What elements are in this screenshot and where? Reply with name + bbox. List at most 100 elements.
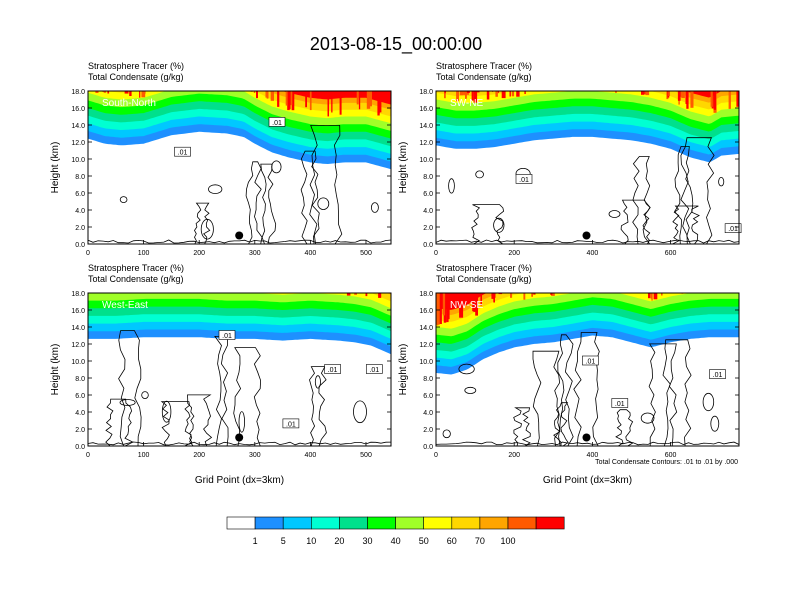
y-tick-label: 10.0 bbox=[419, 157, 433, 164]
x-tick-label: 0 bbox=[86, 250, 90, 257]
x-tick-label: 300 bbox=[249, 250, 261, 257]
tracer-streak bbox=[107, 91, 110, 94]
tracer-streak bbox=[516, 91, 520, 97]
tracer-streak bbox=[459, 293, 464, 318]
tracer-streak bbox=[365, 293, 368, 297]
tracer-streak bbox=[511, 91, 515, 97]
y-tick-label: 10.0 bbox=[71, 359, 85, 366]
tracer-streak bbox=[710, 91, 713, 107]
y-tick-label: 8.0 bbox=[75, 174, 85, 181]
x-tick-label: 0 bbox=[434, 250, 438, 257]
y-tick-label: 14.0 bbox=[419, 123, 433, 130]
contour-line bbox=[471, 204, 505, 244]
y-tick-label: 14.0 bbox=[71, 123, 85, 130]
y-tick-label: 12.0 bbox=[419, 140, 433, 147]
x-tick-label: 400 bbox=[587, 452, 599, 459]
contour-label: .01 bbox=[728, 226, 738, 233]
contour-label-box bbox=[282, 418, 300, 429]
tracer-streak bbox=[510, 293, 513, 298]
contour-cell bbox=[702, 392, 715, 412]
marker-dot bbox=[582, 433, 591, 442]
tracer-streak bbox=[523, 293, 526, 300]
y-axis-label: Height (km) bbox=[50, 344, 61, 396]
y-tick-label: 8.0 bbox=[75, 376, 85, 383]
contour-cell bbox=[141, 391, 149, 400]
tracer-streak bbox=[463, 91, 467, 95]
colorbar-label: 20 bbox=[334, 536, 344, 546]
tracer-streak bbox=[472, 293, 475, 312]
tracer-streak bbox=[713, 91, 717, 110]
y-tick-label: 12.0 bbox=[71, 342, 85, 349]
x-tick-label: 200 bbox=[508, 250, 520, 257]
condensate-contours bbox=[442, 332, 720, 446]
terrain-line bbox=[88, 239, 391, 244]
y-tick-label: 18.0 bbox=[419, 291, 433, 298]
contour-line bbox=[615, 409, 634, 446]
contour-label: .01 bbox=[519, 177, 529, 184]
subtitle-tracer: Stratosphere Tracer (%) bbox=[88, 263, 184, 273]
tracer-streak bbox=[475, 293, 478, 316]
contour-line bbox=[105, 398, 134, 446]
y-tick-label: 4.0 bbox=[75, 410, 85, 417]
tracer-streak bbox=[144, 91, 146, 94]
y-tick-label: 0.0 bbox=[75, 242, 85, 249]
tracer-streak bbox=[491, 293, 495, 299]
contour-cell bbox=[458, 363, 475, 375]
tracer-streak bbox=[641, 91, 645, 95]
contour-label-box bbox=[611, 398, 629, 408]
tracer-band-top bbox=[436, 293, 739, 310]
tracer-streak bbox=[690, 91, 694, 108]
contour-cell bbox=[370, 202, 379, 213]
contour-label: .01 bbox=[713, 372, 723, 379]
tracer-streak bbox=[358, 91, 361, 110]
y-tick-label: 18.0 bbox=[71, 291, 85, 298]
contour-line bbox=[672, 205, 700, 244]
tracer-streak bbox=[677, 91, 681, 101]
contour-cell bbox=[710, 415, 720, 432]
contour-line bbox=[662, 339, 692, 446]
terrain-line bbox=[436, 441, 739, 446]
tracer-streak bbox=[648, 293, 651, 299]
contour-label: .01 bbox=[222, 333, 232, 340]
contour-label-box bbox=[724, 223, 742, 233]
y-tick-label: 10.0 bbox=[419, 359, 433, 366]
plot-frame bbox=[87, 292, 392, 447]
x-tick-label: 400 bbox=[587, 250, 599, 257]
tracer-streak bbox=[459, 91, 464, 96]
tracer-streak bbox=[650, 293, 652, 299]
contour-line bbox=[557, 334, 574, 446]
colorbar-label: 30 bbox=[362, 536, 372, 546]
condensate-contours bbox=[448, 137, 725, 244]
colorbar-swatch bbox=[254, 516, 284, 530]
contour-cell bbox=[475, 170, 484, 179]
x-tick-label: 0 bbox=[86, 452, 90, 459]
tracer-field bbox=[436, 293, 739, 446]
panel-label: West-East bbox=[102, 300, 148, 311]
y-tick-label: 6.0 bbox=[75, 393, 85, 400]
tracer-streak bbox=[379, 91, 382, 113]
y-tick-label: 16.0 bbox=[71, 106, 85, 113]
contour-cell bbox=[238, 411, 245, 433]
tracer-streak bbox=[531, 293, 533, 297]
colorbar-label: 100 bbox=[500, 536, 515, 546]
colorbar-label: 60 bbox=[447, 536, 457, 546]
tracer-streak bbox=[253, 91, 256, 93]
x-tick-label: 400 bbox=[305, 250, 317, 257]
contour-line bbox=[245, 161, 263, 244]
contour-cell bbox=[161, 400, 172, 423]
tracer-streak bbox=[354, 293, 357, 295]
condensate-contours bbox=[119, 125, 379, 244]
tracer-streak bbox=[685, 91, 689, 104]
tracer-streak bbox=[498, 293, 503, 295]
y-tick-label: 16.0 bbox=[419, 308, 433, 315]
contour-line bbox=[233, 347, 262, 446]
panel-label: South-North bbox=[102, 98, 156, 109]
contour-label: .01 bbox=[272, 120, 282, 127]
contour-cell bbox=[640, 412, 655, 424]
marker-dot bbox=[235, 231, 244, 240]
contour-cell bbox=[493, 217, 505, 233]
contour-line bbox=[309, 125, 343, 244]
contour-line bbox=[300, 150, 320, 244]
x-axis-label: Grid Point (dx=3km) bbox=[195, 475, 284, 486]
colorbar-swatch bbox=[535, 516, 565, 530]
